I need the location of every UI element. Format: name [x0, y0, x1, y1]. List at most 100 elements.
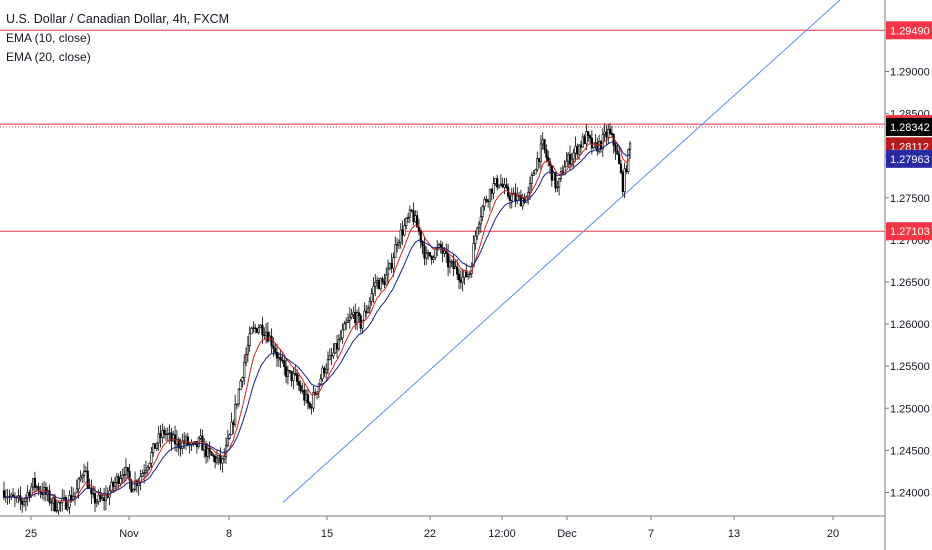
candle-body [257, 327, 260, 333]
indicator-ema-10-label[interactable]: EMA (10, close) [6, 31, 91, 45]
candle-body [115, 476, 118, 483]
candle-body [485, 199, 488, 202]
candle-body [82, 471, 86, 476]
candle-body [505, 184, 508, 189]
candle-body [126, 467, 129, 472]
candle-body [121, 474, 124, 479]
candle-body [386, 268, 390, 276]
candle-body [625, 168, 628, 172]
candle-body [179, 447, 182, 449]
candle-body [77, 478, 80, 490]
candle-body [601, 134, 604, 149]
candle-body [568, 154, 572, 165]
candle-body [503, 184, 506, 188]
candle-body [552, 172, 555, 181]
candle-body [214, 455, 217, 463]
candle-body [452, 260, 455, 269]
candle-body [97, 494, 100, 502]
candle-body [221, 458, 224, 464]
candle-body [578, 144, 581, 155]
candle-body [22, 501, 26, 505]
candle-body [255, 328, 259, 333]
ema-10-line [3, 136, 631, 504]
candle-body [368, 301, 371, 309]
candle-body [277, 356, 280, 359]
symbol-title: U.S. Dollar / Canadian Dollar, 4h, FXCM [6, 12, 230, 26]
candle-body [281, 359, 284, 362]
candle-body [232, 421, 235, 425]
candle-body [508, 195, 512, 201]
candle-body [557, 178, 561, 188]
candle-body [130, 479, 133, 493]
candle-body [510, 194, 513, 201]
candle-body [90, 487, 93, 495]
candle-body [275, 352, 279, 359]
candle-body [454, 266, 457, 269]
candle-body [370, 293, 373, 302]
price-label-box [886, 222, 932, 241]
candle-body [335, 343, 339, 350]
candles-layer [2, 123, 632, 515]
price-tick-label: 1.29000 [890, 67, 930, 79]
candle-body [487, 200, 490, 203]
ema-layer [3, 136, 631, 504]
candle-body [375, 280, 379, 283]
price-label-1.29490: 1.29490 [886, 21, 932, 40]
price-label-text: 1.29490 [890, 25, 930, 37]
candle-body [481, 206, 484, 218]
candle-body [119, 478, 122, 484]
price-label-box [886, 117, 932, 136]
candle-body [496, 178, 499, 188]
candle-body [284, 366, 288, 377]
candle-body [135, 480, 138, 486]
trend-line-layer[interactable] [282, 0, 841, 503]
candle-body [426, 252, 430, 254]
candle-body [203, 443, 206, 451]
candle-body [359, 315, 362, 329]
candle-body [381, 278, 384, 282]
candle-body [163, 429, 166, 435]
candle-body [618, 153, 621, 165]
candle-body [206, 448, 209, 457]
candle-body [374, 282, 377, 287]
candle-body [488, 188, 492, 202]
candle-body [152, 443, 155, 453]
candle-body [532, 173, 535, 176]
candle-body [177, 439, 180, 448]
time-tick-label: 25 [25, 528, 37, 540]
candle-body [457, 273, 461, 281]
price-tick-label: 1.24000 [890, 487, 930, 499]
candle-body [270, 335, 273, 347]
candle-body [476, 227, 479, 237]
candle-body [590, 137, 593, 149]
candle-body [466, 274, 470, 277]
candle-body [150, 452, 153, 464]
horizontal-lines[interactable] [0, 29, 885, 232]
candle-body [492, 183, 495, 194]
candle-body [308, 402, 311, 408]
candle-body [124, 467, 128, 475]
candle-body [263, 334, 266, 337]
candle-body [459, 279, 462, 283]
candle-body [536, 158, 539, 171]
candle-body [574, 146, 577, 154]
indicator-ema-20-label[interactable]: EMA (20, close) [6, 50, 91, 64]
candle-body [430, 255, 433, 260]
candle-body [50, 501, 53, 504]
candle-body [583, 136, 586, 145]
candle-body [103, 497, 106, 502]
candle-body [343, 323, 346, 331]
price-tick-label: 1.25500 [890, 361, 930, 373]
candle-body [141, 473, 144, 477]
candle-body [237, 389, 240, 405]
time-tick-label: Dec [557, 528, 577, 540]
candle-body [279, 356, 282, 361]
candle-body [292, 373, 295, 382]
candle-body [366, 307, 370, 314]
candle-body [234, 404, 237, 425]
candle-body [199, 435, 202, 439]
candle-body [450, 260, 453, 263]
candle-body [283, 360, 286, 367]
candle-body [264, 331, 268, 336]
